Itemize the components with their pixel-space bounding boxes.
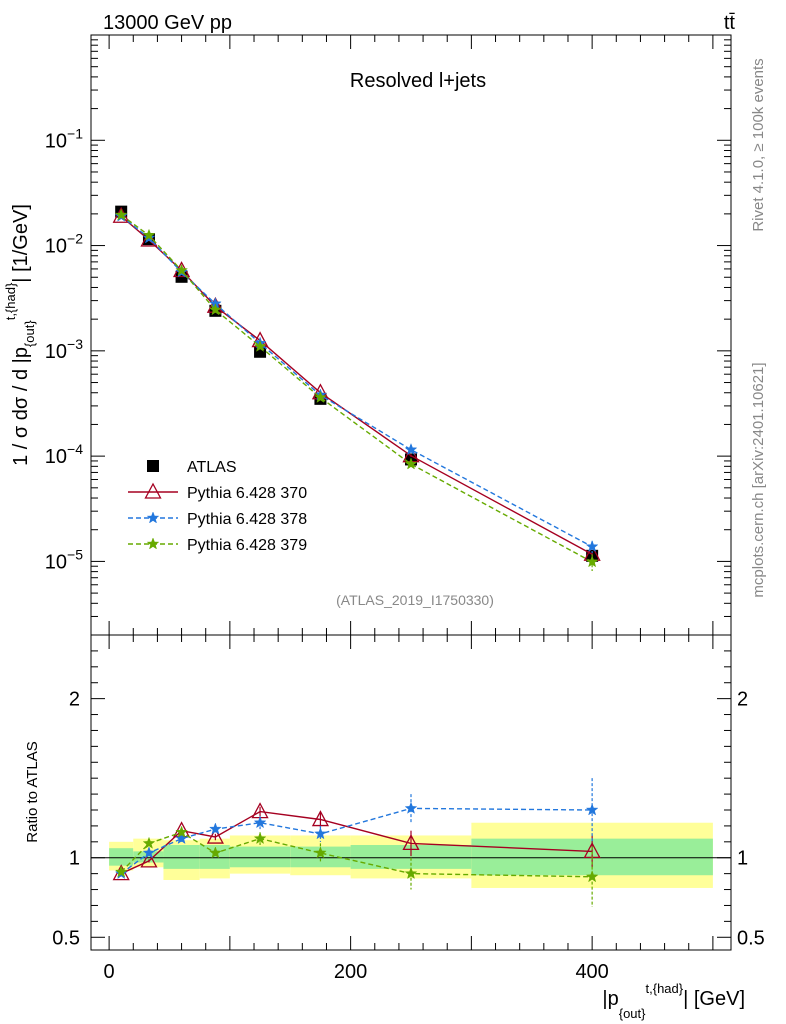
data-point [585,870,599,883]
energy-label: 13000 GeV pp [103,12,232,34]
y-tick-label: 10−3 [45,336,83,363]
y-tick-label: 2 [69,689,80,711]
legend-label: Pythia 6.428 379 [187,537,307,554]
series-line [120,810,593,875]
y-tick-label: 10−2 [45,231,83,258]
data-point [140,851,158,868]
legend-entry-pythia-6-428-370: Pythia 6.428 370 [128,482,307,502]
main-panel: Resolved l+jets (ATLAS_2019_I1750330) 10… [3,34,732,636]
main-y-axis-title: 1 / σ dσ / d |p{out}t,{had}| [1/GeV] [3,204,37,466]
data-point [404,801,418,814]
ratio-series-pythia-6-428-378 [114,778,599,880]
main-y-axis-title-text: 1 / σ dσ / d |p [10,347,32,466]
y-tick-label: 10−1 [45,125,83,152]
stat-uncertainty-band [133,851,164,863]
y-tick-label: 10−4 [45,441,83,468]
stat-uncertainty-band [109,848,134,866]
x-tick-label: 0 [104,961,115,983]
ratio-plot-frame [90,634,732,951]
data-point [404,442,418,456]
legend-label: Pythia 6.428 370 [187,485,307,502]
series-line [120,831,593,878]
data-point [175,831,188,845]
svg-text:|p{out}t,{had}| [GeV]: |p{out}t,{had}| [GeV] [602,981,745,1021]
data-point [206,827,224,844]
data-point [209,822,222,835]
y-tick-label: 10−5 [45,546,83,573]
data-point [314,846,327,859]
data-point [253,339,267,352]
y-tick-label-right: 2 [737,689,748,711]
y-tick-label: 1 [69,848,80,870]
legend-entry-atlas: ATLAS [147,459,237,476]
data-point [585,555,599,568]
main-plot-title: Resolved l+jets [350,70,486,92]
data-point [402,834,420,851]
data-point [175,263,188,276]
series-line [120,215,593,548]
y-tick-label-right: 1 [737,848,748,870]
data-point [142,846,156,859]
ratio-x-axis-title: |p{out}t,{had}| [GeV] [602,981,745,1021]
series-line [120,214,593,563]
y-tick-label: 0.5 [52,927,80,949]
data-point [314,390,327,403]
ratio-series-pythia-6-428-379 [114,825,599,908]
legend-label: Pythia 6.428 378 [187,511,307,528]
y-tick-label-right: 0.5 [737,927,765,949]
series-atlas [115,205,599,562]
legend: ATLAS Pythia 6.428 370 Pythia 6.428 378 Pyt… [128,459,307,554]
series-line [120,215,593,555]
series-pythia-6-428-370 [112,206,601,561]
svg-text:1 / σ dσ / d |p{out}t,{had}| [: 1 / σ dσ / d |p{out}t,{had}| [1/GeV] [3,204,37,466]
data-point [114,208,128,221]
legend-entry-pythia-6-428-378: Pythia 6.428 378 [128,511,307,528]
data-point [142,228,156,241]
data-point [314,827,327,840]
stat-uncertainty-band [290,846,351,868]
stat-uncertainty-band [229,846,291,868]
data-point [175,825,189,838]
ratio-y-axis-title: Ratio to ATLAS [24,741,41,842]
legend-marker [146,537,160,550]
rivet-label: Rivet 4.1.0, ≥ 100k events [750,58,767,231]
data-point [140,230,158,247]
data-point [404,866,418,880]
data-point [585,539,599,553]
legend-marker [146,511,160,524]
data-point [208,303,222,316]
data-point [253,815,267,829]
legend-marker [147,460,159,472]
data-point [253,831,267,845]
series-pythia-6-428-379 [114,208,599,572]
x-tick-label: 400 [575,961,608,983]
legend-label: ATLAS [187,459,237,476]
data-point [142,836,156,849]
stat-uncertainty-band [163,845,200,869]
legend-entry-pythia-6-428-379: Pythia 6.428 379 [128,537,307,554]
data-point [209,846,222,859]
x-tick-label: 200 [334,961,367,983]
data-point [585,803,599,816]
data-point [114,865,128,878]
data-point [404,457,418,470]
data-point [311,810,330,827]
series-line [120,807,593,875]
stat-uncertainty-band [350,845,472,869]
ratio-panel: 0.5 0.5 1 1 2 2 0 200 400 Ratio to ATLAS |p{out… [24,634,765,1021]
mcplots-label: mcplots.cern.ch [arXiv:2401.10621] [750,362,767,597]
analysis-id-label: (ATLAS_2019_I1750330) [336,592,494,608]
legend-marker [144,482,162,499]
process-label: tt̄ [724,12,736,34]
